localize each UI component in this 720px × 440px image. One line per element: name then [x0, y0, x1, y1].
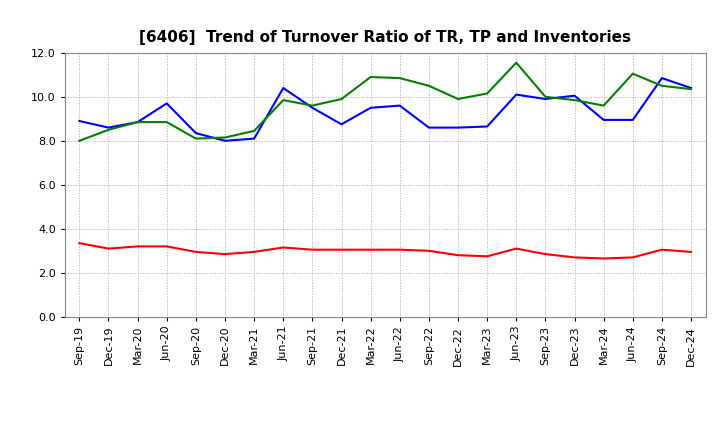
Inventories — [541, 94, 550, 99]
Inventories — [512, 60, 521, 65]
Line: Inventories: Inventories — [79, 62, 691, 141]
Inventories — [395, 76, 404, 81]
Inventories — [629, 71, 637, 76]
Trade Payables — [483, 124, 492, 129]
Inventories — [75, 138, 84, 143]
Trade Receivables — [250, 249, 258, 254]
Trade Payables — [425, 125, 433, 130]
Inventories — [366, 74, 375, 80]
Inventories — [163, 119, 171, 125]
Trade Payables — [687, 85, 696, 91]
Trade Receivables — [395, 247, 404, 253]
Trade Payables — [541, 96, 550, 102]
Inventories — [687, 86, 696, 92]
Inventories — [337, 96, 346, 102]
Trade Payables — [75, 118, 84, 124]
Trade Receivables — [541, 251, 550, 257]
Trade Receivables — [454, 253, 462, 258]
Trade Receivables — [570, 255, 579, 260]
Trade Payables — [163, 101, 171, 106]
Trade Receivables — [687, 249, 696, 254]
Trade Receivables — [599, 256, 608, 261]
Inventories — [599, 103, 608, 108]
Trade Receivables — [279, 245, 287, 250]
Trade Payables — [250, 136, 258, 141]
Line: Trade Payables: Trade Payables — [79, 78, 691, 141]
Trade Payables — [454, 125, 462, 130]
Inventories — [483, 91, 492, 96]
Trade Receivables — [220, 251, 229, 257]
Trade Payables — [599, 117, 608, 122]
Trade Payables — [657, 76, 666, 81]
Trade Receivables — [512, 246, 521, 251]
Trade Receivables — [629, 255, 637, 260]
Trade Payables — [395, 103, 404, 108]
Trade Receivables — [163, 244, 171, 249]
Trade Payables — [104, 125, 113, 130]
Line: Trade Receivables: Trade Receivables — [79, 243, 691, 258]
Trade Receivables — [337, 247, 346, 253]
Trade Receivables — [192, 249, 200, 254]
Trade Payables — [133, 119, 142, 125]
Inventories — [133, 119, 142, 125]
Inventories — [657, 83, 666, 88]
Trade Receivables — [308, 247, 317, 253]
Inventories — [308, 103, 317, 108]
Trade Receivables — [75, 240, 84, 246]
Inventories — [192, 136, 200, 141]
Inventories — [570, 97, 579, 103]
Trade Receivables — [366, 247, 375, 253]
Trade Receivables — [483, 253, 492, 259]
Trade Receivables — [425, 248, 433, 253]
Trade Payables — [570, 93, 579, 98]
Trade Payables — [192, 130, 200, 136]
Inventories — [104, 127, 113, 132]
Trade Payables — [366, 105, 375, 110]
Inventories — [454, 96, 462, 102]
Trade Payables — [629, 117, 637, 122]
Inventories — [279, 97, 287, 103]
Trade Receivables — [657, 247, 666, 253]
Inventories — [220, 135, 229, 140]
Trade Payables — [512, 92, 521, 97]
Trade Payables — [308, 105, 317, 110]
Inventories — [425, 83, 433, 88]
Trade Payables — [220, 138, 229, 143]
Title: [6406]  Trend of Turnover Ratio of TR, TP and Inventories: [6406] Trend of Turnover Ratio of TR, TP… — [139, 29, 631, 45]
Trade Receivables — [133, 244, 142, 249]
Inventories — [250, 128, 258, 134]
Trade Payables — [337, 121, 346, 127]
Trade Receivables — [104, 246, 113, 251]
Trade Payables — [279, 85, 287, 91]
